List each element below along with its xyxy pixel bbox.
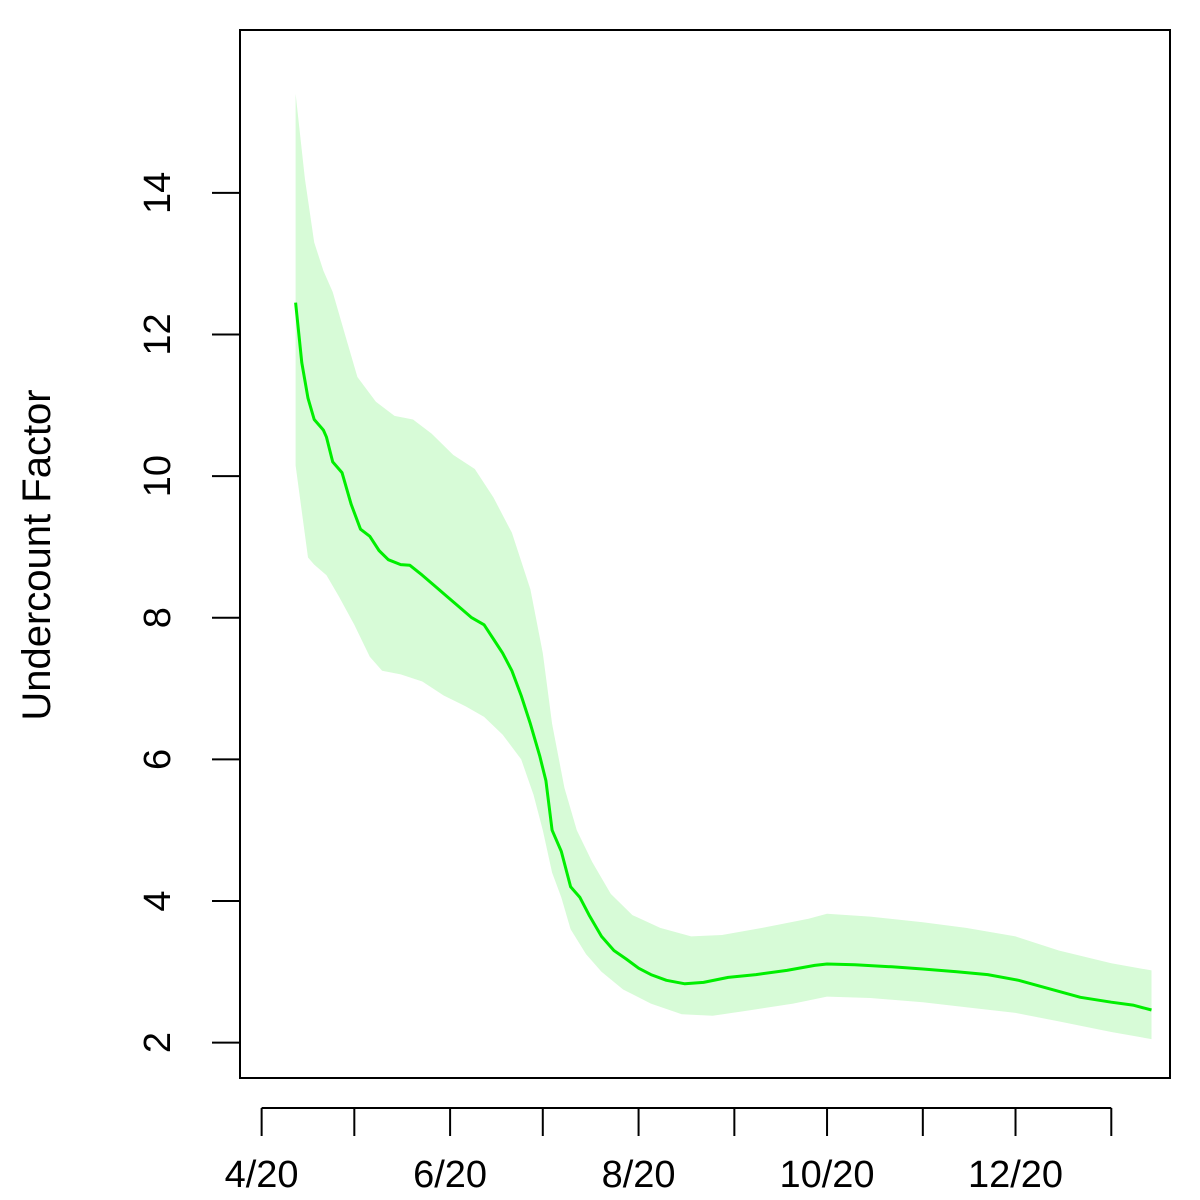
y-tick-label: 4 [137,890,179,911]
y-tick-label: 14 [137,172,179,214]
y-tick-label: 10 [137,455,179,497]
x-tick-label: 8/20 [602,1154,676,1196]
y-axis-label: Undercount Factor [15,389,59,720]
y-tick-label: 12 [137,313,179,355]
x-tick-label: 6/20 [413,1154,487,1196]
x-tick-label: 10/20 [779,1154,874,1196]
y-tick-label: 6 [137,749,179,770]
y-axis: 2 4 6 8 10 12 14 [137,172,240,1053]
plot-frame [239,29,1171,1079]
confidence-band [295,93,1152,1040]
x-tick-label: 4/20 [225,1154,299,1196]
y-tick-label: 8 [137,607,179,628]
x-axis: 4/20 6/20 8/20 10/20 12/20 [225,1107,1113,1196]
y-tick-label: 2 [137,1032,179,1053]
series-line-layer [294,302,1152,1012]
x-tick-label: 12/20 [968,1154,1063,1196]
confidence-band-layer [295,93,1152,1040]
series-line [294,302,1152,1012]
